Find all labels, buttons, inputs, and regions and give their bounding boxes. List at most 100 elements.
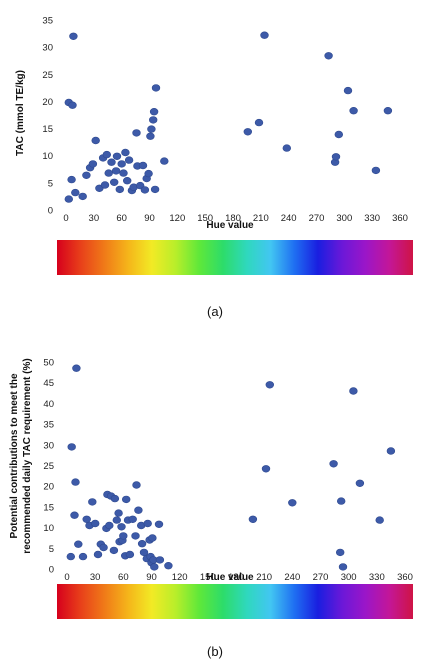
data-point xyxy=(68,101,77,109)
data-point xyxy=(71,188,80,197)
y-tick-label: 5 xyxy=(48,178,53,189)
data-point xyxy=(115,185,125,194)
data-point xyxy=(100,181,110,189)
x-tick-label: 300 xyxy=(341,572,357,583)
data-point xyxy=(93,550,103,559)
x-tick-label: 0 xyxy=(63,213,68,224)
data-point xyxy=(137,539,147,548)
y-axis-label-a: TAC (mmol TE/kg) xyxy=(15,70,26,156)
data-point xyxy=(110,494,120,503)
data-point xyxy=(132,129,141,137)
data-point xyxy=(148,534,157,542)
data-point xyxy=(336,548,345,557)
data-points-a xyxy=(64,31,393,203)
data-point xyxy=(329,460,338,468)
y-tick-label: 25 xyxy=(43,461,54,472)
y-tick-label: 45 xyxy=(43,378,54,389)
data-point xyxy=(337,497,346,505)
data-point xyxy=(109,546,119,555)
data-point xyxy=(88,498,97,506)
data-points-b xyxy=(66,364,396,571)
x-tick-label: 270 xyxy=(309,213,325,224)
data-point xyxy=(82,171,91,180)
data-point xyxy=(111,167,121,175)
x-tick-label: 180 xyxy=(225,213,241,224)
x-tick-label: 30 xyxy=(89,213,100,224)
y-tick-label: 0 xyxy=(49,565,54,576)
x-axis-label-b: Hue value xyxy=(206,572,254,583)
x-tick-label: 300 xyxy=(336,213,352,224)
data-point xyxy=(371,166,381,175)
data-point xyxy=(139,548,149,557)
data-point xyxy=(119,532,128,540)
data-point xyxy=(248,515,258,523)
data-point xyxy=(149,116,158,124)
data-point xyxy=(164,561,173,570)
data-point xyxy=(132,481,141,489)
x-tick-label: 90 xyxy=(146,572,157,583)
data-point xyxy=(78,552,88,561)
data-point xyxy=(125,550,135,559)
data-point xyxy=(144,169,153,178)
data-point xyxy=(334,130,343,139)
data-point xyxy=(105,521,114,530)
chart-panel-a: 0 30 60 90 120 150 180 210 240 270 300 330 360 0 5 10 15… xyxy=(15,16,413,319)
data-point xyxy=(265,381,274,389)
data-point xyxy=(117,160,126,168)
data-point xyxy=(147,125,156,133)
data-point xyxy=(112,516,122,524)
x-tick-label: 210 xyxy=(253,213,269,224)
data-point xyxy=(140,186,150,194)
data-point xyxy=(71,478,80,486)
data-point xyxy=(104,169,113,177)
axis-ticks-b: 0 30 60 90 120 150 180 210 240 270 300 330 360 0 5 10 15… xyxy=(43,358,413,584)
y-axis-label-b-line-2: recommended daily TAC requirement (%) xyxy=(22,358,33,553)
data-point xyxy=(149,107,159,116)
y-tick-label: 0 xyxy=(48,206,53,217)
data-point xyxy=(254,118,264,127)
y-tick-label: 30 xyxy=(43,440,54,451)
x-tick-label: 90 xyxy=(144,213,155,224)
data-point xyxy=(69,32,78,40)
data-point xyxy=(151,84,161,92)
y-tick-label: 10 xyxy=(43,523,54,534)
data-point xyxy=(78,192,87,201)
y-tick-label: 15 xyxy=(42,124,53,135)
data-point xyxy=(338,563,348,571)
data-point xyxy=(74,540,83,548)
data-point xyxy=(131,532,140,540)
data-point xyxy=(355,479,365,487)
data-point xyxy=(72,364,81,372)
data-point xyxy=(117,523,126,531)
data-point xyxy=(343,86,353,95)
data-point xyxy=(288,499,297,507)
data-point xyxy=(143,519,152,528)
y-tick-label: 20 xyxy=(42,97,53,108)
y-tick-label: 15 xyxy=(43,502,54,513)
data-point xyxy=(122,177,132,185)
data-point xyxy=(99,543,108,552)
x-tick-label: 330 xyxy=(369,572,385,583)
data-point xyxy=(349,387,358,395)
data-point xyxy=(243,128,253,136)
data-point xyxy=(150,185,160,194)
data-point xyxy=(128,515,137,523)
x-tick-label: 150 xyxy=(200,572,216,583)
data-point xyxy=(64,195,74,203)
data-point xyxy=(82,515,91,523)
y-tick-label: 10 xyxy=(42,151,53,162)
data-point xyxy=(386,447,396,455)
data-point xyxy=(88,160,98,168)
data-point xyxy=(67,175,76,184)
y-tick-label: 5 xyxy=(49,544,54,555)
data-point xyxy=(383,106,393,115)
data-point xyxy=(331,153,341,161)
data-point xyxy=(150,563,159,571)
data-point xyxy=(107,158,116,166)
data-point xyxy=(154,520,164,528)
panel-label-a: (a) xyxy=(207,304,223,319)
hue-color-bar-b xyxy=(57,584,413,619)
data-point xyxy=(112,152,122,161)
data-point xyxy=(109,178,119,187)
